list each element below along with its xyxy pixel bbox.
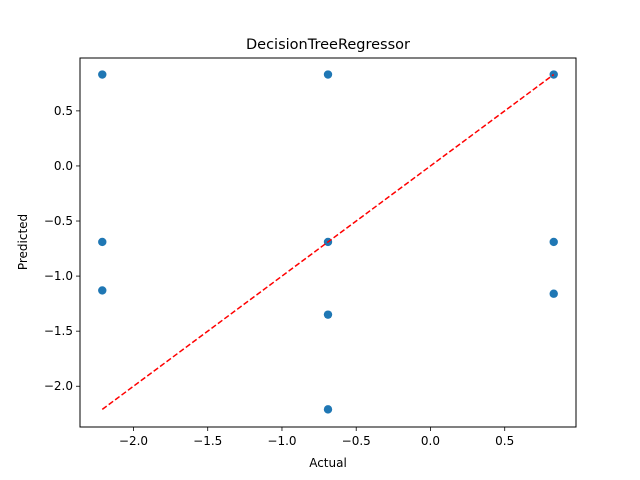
- x-tick-label: 0.5: [495, 434, 514, 448]
- x-tick-label: 0.0: [421, 434, 440, 448]
- y-tick-label: −0.5: [44, 214, 73, 228]
- x-axis-ticks: −2.0 −1.5 −1.0 −0.5 0.0 0.5: [119, 427, 514, 448]
- x-tick-label: −1.0: [267, 434, 296, 448]
- y-axis-ticks: −2.0 −1.5 −1.0 −0.5 0.0 0.5: [44, 104, 80, 393]
- reference-line: [101, 73, 555, 410]
- y-tick-label: 0.0: [54, 159, 73, 173]
- chart-title: DecisionTreeRegressor: [246, 37, 410, 53]
- x-axis-label: Actual: [309, 456, 347, 470]
- plot-content: [98, 70, 558, 414]
- data-point-2: [98, 286, 107, 295]
- data-point-3: [323, 70, 333, 79]
- data-point-0: [98, 70, 107, 79]
- y-tick-label: −2.0: [44, 379, 73, 393]
- x-tick-label: −1.5: [193, 434, 222, 448]
- data-point-5: [323, 310, 333, 319]
- data-point-9: [549, 289, 558, 298]
- y-tick-label: −1.0: [44, 269, 73, 283]
- data-point-6: [323, 405, 333, 414]
- data-point-1: [98, 237, 107, 247]
- data-point-8: [549, 237, 558, 247]
- y-tick-label: −1.5: [44, 324, 73, 338]
- x-tick-label: −0.5: [342, 434, 371, 448]
- y-axis-label: Predicted: [16, 214, 30, 270]
- x-tick-label: −2.0: [119, 434, 148, 448]
- plot-frame: [79, 57, 577, 428]
- y-tick-label: 0.5: [54, 104, 73, 118]
